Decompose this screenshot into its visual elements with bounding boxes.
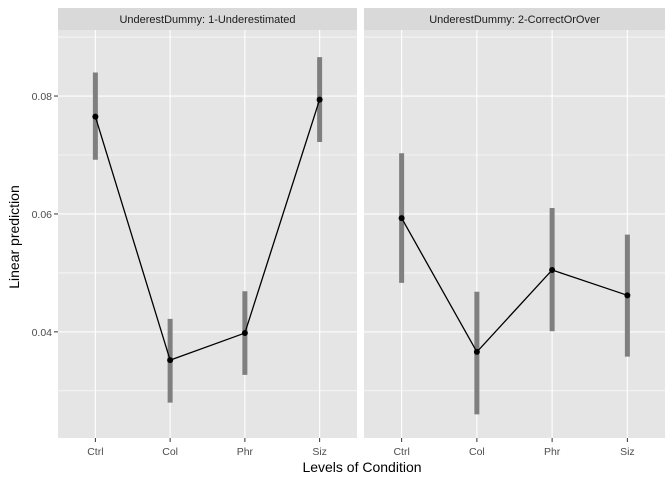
panel-background	[58, 30, 357, 438]
data-point	[624, 292, 631, 299]
data-point	[92, 113, 99, 120]
x-tick-label: Ctrl	[87, 446, 103, 458]
x-tick-label: Siz	[312, 446, 327, 458]
y-tick-label: 0.04	[32, 327, 53, 339]
data-point	[473, 348, 480, 355]
facet-strip-label: UnderestDummy: 1-Underestimated	[119, 14, 295, 26]
x-axis-title: Levels of Condition	[302, 459, 421, 475]
data-point	[241, 330, 248, 337]
facet-strip	[364, 8, 665, 30]
y-tick-label: 0.06	[32, 209, 53, 221]
series-line	[401, 217, 628, 354]
x-tick-label: Siz	[620, 446, 635, 458]
x-tick-label: Col	[469, 446, 485, 458]
y-axis-title: Linear prediction	[6, 185, 22, 289]
panel-background	[364, 30, 665, 438]
data-point	[549, 266, 556, 273]
data-point	[167, 357, 174, 364]
y-tick-label: 0.08	[32, 91, 53, 103]
data-point	[316, 96, 323, 103]
x-tick-label: Phr	[544, 446, 561, 458]
facet-strip	[58, 8, 357, 30]
data-point	[398, 215, 405, 222]
x-tick-label: Col	[162, 446, 178, 458]
series-line	[94, 99, 321, 362]
facet-strip-label: UnderestDummy: 2-CorrectOrOver	[429, 14, 600, 26]
x-tick-label: Phr	[237, 446, 254, 458]
x-tick-label: Ctrl	[393, 446, 409, 458]
